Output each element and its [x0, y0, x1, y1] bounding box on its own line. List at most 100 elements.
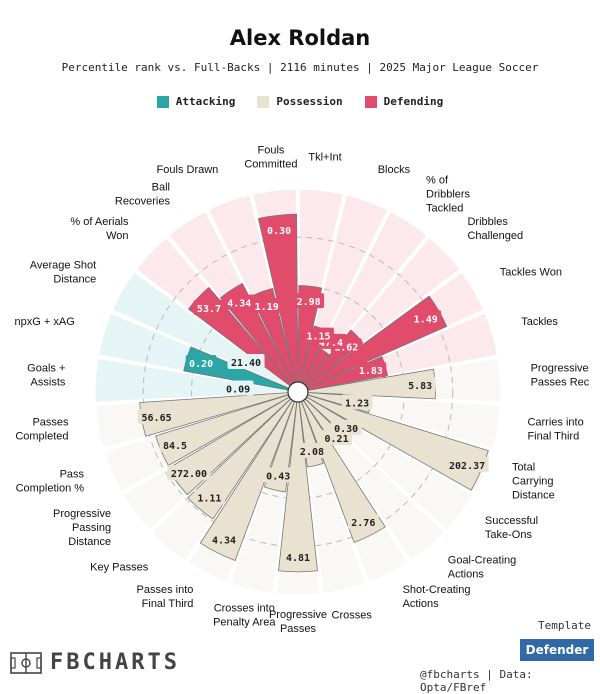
category-label-line: Distance — [68, 536, 111, 548]
category-label-line: Completed — [15, 430, 68, 442]
category-label-average-shot-distance: Average Shot Distance — [30, 260, 96, 286]
category-label-total-carrying-distance: Total Carrying Distance — [512, 461, 555, 501]
value-label-blocks: 1.15 — [306, 332, 330, 343]
value-box-tkl-int — [293, 293, 325, 309]
category-label-line: Committed — [244, 159, 297, 171]
category-label-line: Carries into — [527, 416, 583, 428]
value-box-shot-creating-actions — [347, 514, 379, 530]
category-label-tackles: Tackles — [521, 316, 558, 328]
category-label-key-passes: Key Passes — [90, 561, 149, 573]
value-box-crosses-into-penalty-area — [262, 467, 294, 483]
value-label-progressive-passing-distance: 272.00 — [171, 469, 207, 480]
value-label-pass-completion: 84.5 — [163, 441, 187, 452]
category-label-line: Completion % — [16, 482, 85, 494]
category-label-line: Successful — [485, 515, 538, 527]
category-label-line: Fouls Drawn — [157, 164, 219, 176]
category-label-line: Crosses — [332, 610, 373, 622]
legend-label-defending: Defending — [383, 95, 444, 108]
value-label-key-passes: 1.11 — [197, 494, 221, 505]
value-label-tackles-won: 1.49 — [414, 314, 438, 325]
category-label-line: Assists — [31, 376, 66, 388]
category-label-goals-assists: Goals + Assists — [27, 362, 66, 388]
value-box-progressive-passing-distance — [167, 465, 211, 481]
category-label-line: Goal-Creating — [448, 554, 516, 566]
value-label-carries-into-final-third: 1.23 — [345, 398, 369, 409]
category-label-line: Passes into — [137, 584, 194, 596]
brand-text: FBCHARTS — [50, 650, 180, 675]
value-label-fouls-drawn: 1.19 — [255, 302, 279, 313]
category-label-line: Blocks — [378, 164, 411, 176]
value-label-passes-into-final-third: 4.34 — [212, 535, 236, 546]
category-label-line: Carrying — [512, 475, 554, 487]
value-box-successful-take-ons — [330, 419, 362, 435]
category-label-line: Passes — [32, 416, 69, 428]
category-label-line: Crosses into — [214, 603, 275, 615]
value-label-fouls-committed: 0.30 — [267, 226, 291, 237]
value-label-crosses: 2.08 — [300, 447, 324, 458]
category-label-line: Goals + — [27, 362, 65, 374]
category-label-line: Key Passes — [90, 561, 149, 573]
category-label-tackles-won: Tackles Won — [500, 267, 562, 279]
category-label-crosses: Crosses — [332, 610, 373, 622]
category-label-npxg-xag: npxG + xAG — [15, 316, 75, 328]
value-label-tackles: 1.83 — [359, 366, 383, 377]
category-label-line: Shot-Creating — [403, 584, 471, 596]
category-label-line: Take-Ons — [485, 529, 533, 541]
category-label-line: Final Third — [527, 430, 579, 442]
value-label-goal-creating-actions: 0.21 — [325, 434, 349, 445]
legend-item-attacking: Attacking — [156, 95, 236, 108]
category-label-line: Dribbles — [467, 216, 508, 228]
category-label-line: Tkl+Int — [308, 152, 341, 164]
value-label-shot-creating-actions: 2.76 — [351, 518, 375, 529]
category-label-line: Challenged — [467, 230, 523, 242]
value-box-fouls-committed — [263, 222, 295, 238]
category-label-passes-completed: Passes Completed — [15, 416, 69, 442]
category-label-line: Recoveries — [115, 195, 171, 207]
category-label-of-aerials-won: % of Aerials Won — [70, 216, 129, 242]
category-label-line: npxG + xAG — [15, 316, 75, 328]
category-label-goal-creating-actions: Goal-Creating Actions — [448, 554, 516, 580]
category-label-line: Pass — [60, 468, 85, 480]
category-label-line: Distance — [53, 274, 96, 286]
category-label-line: Penalty Area — [213, 617, 276, 629]
category-label-line: Fouls — [257, 145, 284, 157]
value-box-tackles — [355, 362, 387, 378]
value-box-progressive-passes-rec — [404, 376, 436, 392]
category-label-dribbles-challenged: Dribbles Challenged — [467, 216, 523, 242]
category-label-line: Passes — [280, 623, 317, 635]
category-label-pass-completion: Pass Completion % — [16, 468, 85, 494]
category-label-line: Actions — [448, 568, 485, 580]
legend-item-possession: Possession — [257, 95, 343, 108]
data-credit: @fbcharts | Data: Opta/FBref — [420, 668, 533, 694]
category-label-line: Tackles — [521, 316, 558, 328]
value-box-of-aerials-won — [193, 300, 225, 316]
category-label-successful-take-ons: Successful Take-Ons — [485, 515, 538, 541]
value-box-progressive-passes — [282, 548, 314, 564]
category-label-blocks: Blocks — [378, 164, 411, 176]
category-label-line: Distance — [512, 489, 555, 501]
category-label-of-dribblers-tackled: % of Dribblers Tackled — [426, 174, 471, 214]
category-label-line: Progressive — [53, 508, 111, 520]
category-label-line: Total — [512, 461, 535, 473]
template-label: Template — [538, 619, 591, 632]
chart-subtitle: Percentile rank vs. Full-Backs | 2116 mi… — [61, 61, 539, 74]
value-label-progressive-passes-rec: 5.83 — [408, 381, 432, 392]
value-label-passes-completed: 56.65 — [142, 413, 172, 424]
legend-label-attacking: Attacking — [175, 95, 236, 108]
brand-logo: FBCHARTS — [10, 650, 180, 675]
legend-label-possession: Possession — [276, 95, 343, 108]
center-hub — [287, 381, 309, 403]
category-label-line: Dribblers — [426, 188, 471, 200]
value-box-total-carrying-distance — [445, 456, 489, 472]
value-box-fouls-drawn — [251, 298, 283, 314]
value-label-of-aerials-won: 53.7 — [197, 304, 221, 315]
value-label-tkl-int: 2.98 — [297, 297, 321, 308]
category-label-line: Passing — [72, 522, 111, 534]
template-badge: Defender — [520, 639, 594, 661]
value-label-progressive-passes: 4.81 — [286, 553, 310, 564]
value-box-pass-completion — [159, 437, 191, 453]
value-box-key-passes — [194, 489, 225, 505]
value-box-npxg-xag — [185, 354, 217, 370]
legend-swatch-possession — [257, 95, 270, 108]
